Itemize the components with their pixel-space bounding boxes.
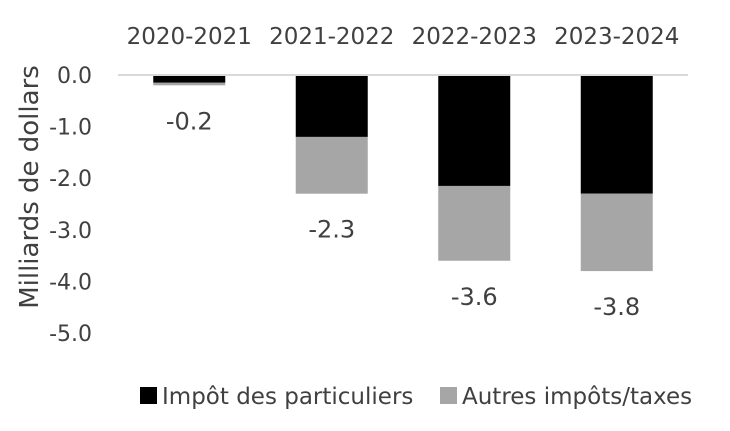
bar-segment-series-1	[438, 75, 511, 186]
category-label: 2022-2023	[412, 24, 537, 50]
bars	[153, 75, 653, 272]
category-label: 2023-2024	[554, 24, 679, 50]
legend-swatch	[140, 387, 157, 404]
total-label: -2.3	[308, 216, 355, 244]
y-tick-labels: 0.0 -1.0 -2.0 -3.0 -4.0 -5.0	[49, 64, 92, 347]
legend: Impôt des particuliers Autres impôts/taxe…	[140, 384, 692, 410]
bar-segment-series-2	[580, 193, 653, 272]
bar-segment-series-2	[153, 82, 226, 86]
total-label: -0.2	[166, 107, 213, 135]
bar-segment-series-1	[153, 75, 226, 83]
y-tick-label: -2.0	[49, 167, 92, 192]
y-tick-label: -1.0	[49, 116, 92, 141]
y-tick-label: -5.0	[49, 322, 92, 347]
legend-label: Impôt des particuliers	[162, 384, 413, 410]
legend-swatch	[440, 387, 457, 404]
category-label: 2020-2021	[127, 24, 252, 50]
total-label: -3.6	[451, 283, 498, 311]
bar-segment-series-2	[438, 185, 511, 261]
legend-label: Autres impôts/taxes	[462, 384, 692, 410]
y-tick-label: -3.0	[49, 219, 92, 244]
y-tick-label: 0.0	[57, 64, 92, 89]
y-axis-title: Milliards de dollars	[15, 65, 45, 309]
category-labels: 2020-2021 2021-2022 2022-2023 2023-2024	[127, 24, 680, 50]
category-label: 2021-2022	[269, 24, 394, 50]
y-tick-label: -4.0	[49, 270, 92, 295]
bar-segment-series-2	[295, 136, 368, 194]
total-data-labels: -0.2 -2.3 -3.6 -3.8	[166, 107, 640, 321]
bar-segment-series-1	[580, 75, 653, 194]
total-label: -3.8	[593, 293, 640, 321]
bar-segment-series-1	[295, 75, 368, 137]
